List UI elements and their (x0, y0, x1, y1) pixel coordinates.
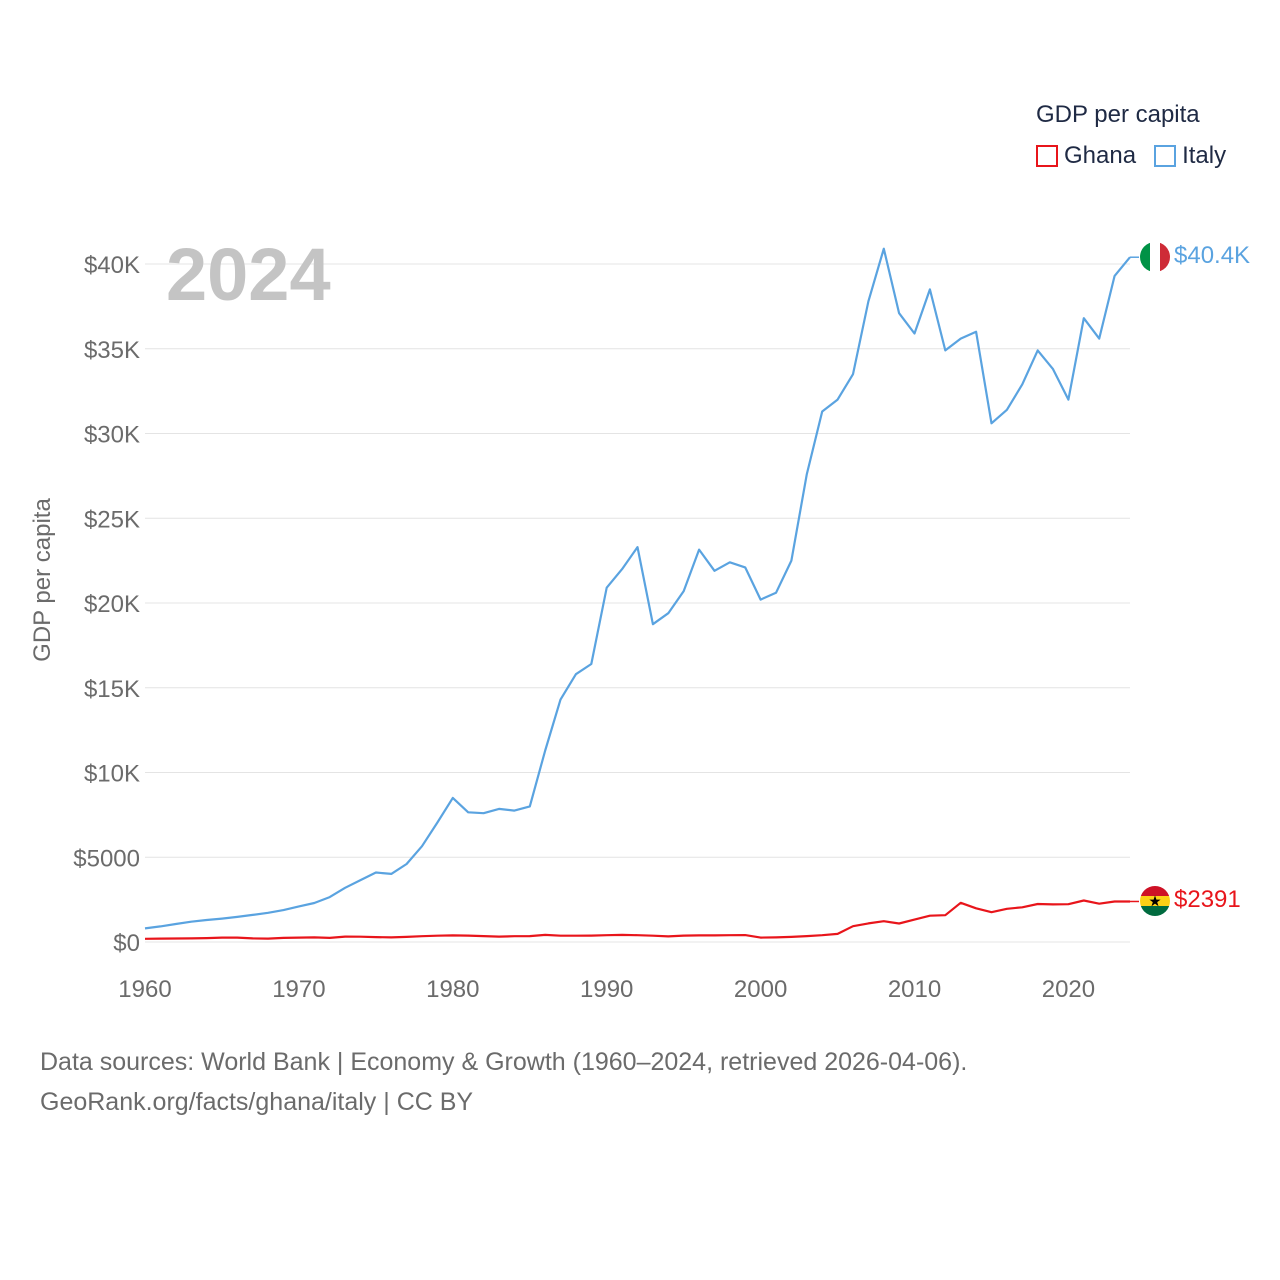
legend-item-ghana[interactable]: Ghana (1036, 142, 1136, 170)
y-tick-label: $25K (84, 506, 140, 533)
italy-end-label: $40.4K (1174, 242, 1250, 269)
y-axis-label: GDP per capita (29, 498, 56, 662)
series-line-ghana[interactable] (144, 899, 1130, 940)
legend: GDP per capita Ghana Italy (1036, 100, 1226, 170)
legend-swatch-italy (1154, 145, 1177, 167)
x-tick-label: 1970 (272, 976, 325, 1003)
legend-title: GDP per capita (1036, 101, 1200, 128)
y-tick-label: $30K (84, 422, 140, 449)
x-tick-label: 1980 (426, 976, 479, 1003)
x-tick-label: 2010 (888, 976, 941, 1003)
y-tick-label: $0 (113, 930, 140, 957)
x-tick-label: 2020 (1042, 976, 1095, 1003)
legend-swatch-ghana (1036, 145, 1058, 167)
data-sources-text: Data sources: World Bank | Economy & Gro… (40, 1048, 968, 1076)
y-tick-label: $20K (84, 591, 140, 618)
year-label: 2024 (166, 233, 331, 316)
x-tick-label: 1990 (580, 976, 633, 1003)
x-tick-label: 2000 (734, 976, 787, 1003)
ghana-end-label: $2391 (1174, 886, 1241, 913)
gridlines (145, 263, 1130, 943)
legend-label-italy: Italy (1182, 142, 1227, 169)
footer: Data sources: World Bank | Economy & Gro… (40, 1042, 967, 1122)
legend-label-ghana: Ghana (1064, 142, 1137, 169)
y-tick-label: $5000 (73, 845, 140, 872)
series-line-italy[interactable] (144, 247, 1131, 930)
y-tick-label: $15K (84, 676, 140, 703)
legend-item-italy[interactable]: Italy (1154, 142, 1226, 170)
x-tick-label: 1960 (118, 976, 171, 1003)
x-axis-ticks: 1960 1970 1980 1990 2000 2010 2020 (118, 976, 1095, 1003)
y-tick-label: $10K (84, 761, 140, 788)
y-tick-label: $40K (84, 252, 140, 279)
italy-flag-icon (1140, 242, 1170, 272)
y-tick-label: $35K (84, 337, 140, 364)
ghana-flag-icon (1140, 886, 1170, 916)
series-layer (144, 247, 1139, 940)
y-axis-ticks: $0 $5000 $10K $15K $20K $25K $30K $35K $40K (73, 252, 140, 957)
attribution-text: GeoRank.org/facts/ghana/italy | CC BY (40, 1088, 474, 1116)
